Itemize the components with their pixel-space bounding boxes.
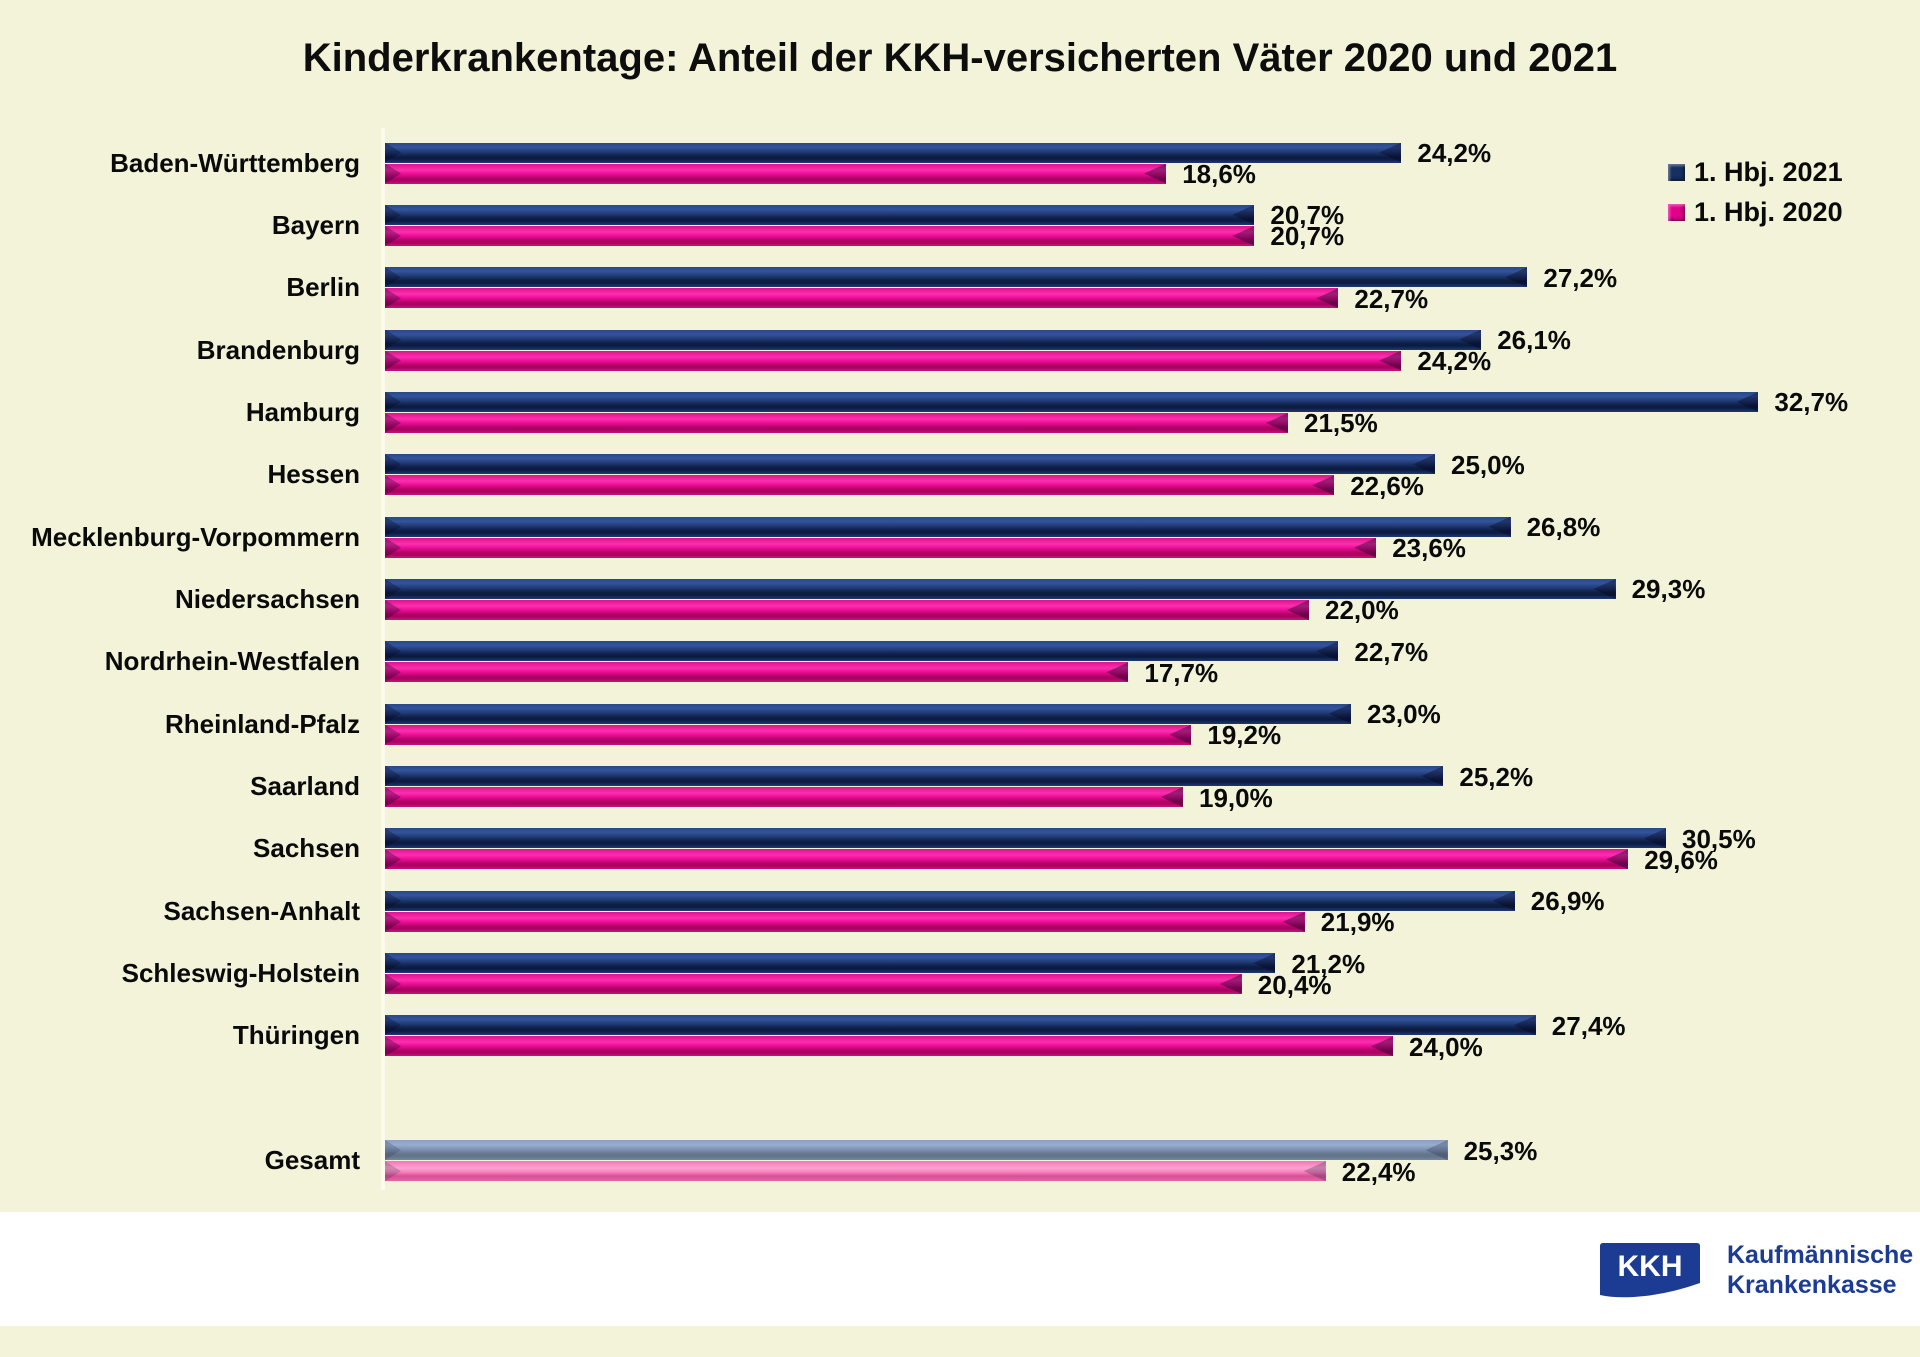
- category-label: Baden-Württemberg: [110, 147, 360, 178]
- bar-2020: [385, 849, 1629, 870]
- chart-title: Kinderkrankentage: Anteil der KKH-versic…: [302, 36, 1618, 80]
- value-label-2020: 22,0%: [1325, 595, 1399, 626]
- bar-2020: [385, 412, 1288, 433]
- bar-2020: [385, 225, 1255, 246]
- value-label-2020: 24,0%: [1409, 1031, 1483, 1062]
- bar-2021: [385, 329, 1482, 350]
- bar-2021: [385, 641, 1339, 662]
- org-name-line2: Krankenkasse: [1727, 1271, 1897, 1299]
- bar-2021: [385, 391, 1759, 412]
- value-label-2020: 21,9%: [1320, 907, 1395, 938]
- bar-2020: [385, 599, 1309, 620]
- org-name-line1: Kaufmännische: [1727, 1241, 1914, 1269]
- bar-2020: [385, 911, 1305, 932]
- value-label-2020: 18,6%: [1182, 159, 1256, 189]
- value-label-2020: 20,4%: [1257, 969, 1332, 1000]
- value-label-2021: 30,5%: [1682, 823, 1756, 854]
- bar-2021: [385, 267, 1528, 288]
- value-label-2021: 27,2%: [1543, 262, 1618, 293]
- category-label: Gesamt: [264, 1145, 360, 1176]
- bar-2021: [385, 1015, 1536, 1036]
- bar-2020: [385, 662, 1129, 683]
- category-label: Sachsen-Anhalt: [163, 895, 361, 926]
- bar-2020: [385, 475, 1335, 496]
- category-label: Schleswig-Holstein: [121, 958, 360, 989]
- category-label: Nordrhein-Westfalen: [104, 646, 360, 677]
- bar-2021: [385, 204, 1255, 225]
- value-label-2021: 26,8%: [1526, 512, 1601, 543]
- bar-2020: [385, 787, 1183, 807]
- value-label-2020: 22,6%: [1350, 470, 1424, 501]
- org-name: Kaufmännische Krankenkasse: [1727, 1240, 1913, 1300]
- kkh-logo: KKH: [1600, 1243, 1700, 1298]
- bar-2020: [385, 724, 1192, 745]
- category-label: Saarland: [250, 771, 360, 801]
- bar-2021: [385, 766, 1444, 786]
- value-label-2021: 20,7%: [1270, 200, 1345, 231]
- value-label-2020: 17,7%: [1144, 657, 1219, 688]
- bar-2021: [385, 142, 1402, 163]
- category-label: Niedersachsen: [175, 583, 360, 614]
- category-label: Hessen: [267, 459, 361, 490]
- value-label-2021: 26,1%: [1497, 325, 1571, 356]
- value-label-2021: 25,0%: [1451, 449, 1525, 480]
- bar-2020: [385, 1161, 1326, 1182]
- value-label-2021: 21,2%: [1291, 948, 1366, 979]
- bar-2021: [385, 1140, 1448, 1161]
- value-label-2021: 27,4%: [1551, 1010, 1626, 1041]
- bar-2021: [385, 890, 1515, 911]
- bottom-cream-strip: [0, 1326, 1920, 1357]
- legend-swatch-2020-icon: [1668, 203, 1685, 221]
- bar-2020: [385, 974, 1242, 995]
- category-label: Mecklenburg-Vorpommern: [31, 521, 360, 552]
- bar-2020: [385, 1036, 1393, 1057]
- kkh-logo-text: KKH: [1618, 1250, 1683, 1283]
- legend-label-2020: 1. Hbj. 2020: [1694, 196, 1843, 227]
- value-label-2020: 22,4%: [1341, 1156, 1416, 1187]
- value-label-2020: 19,2%: [1207, 720, 1282, 751]
- bar-2021: [385, 454, 1435, 475]
- value-label-2020: 21,5%: [1304, 408, 1378, 439]
- value-label-2020: 22,7%: [1354, 283, 1429, 314]
- value-label-2021: 25,2%: [1459, 761, 1534, 792]
- value-label-2020: 20,7%: [1270, 221, 1345, 252]
- value-label-2021: 24,2%: [1417, 138, 1492, 168]
- category-label: Thüringen: [232, 1020, 360, 1051]
- bar-2020: [385, 537, 1377, 558]
- bar-2021: [385, 703, 1351, 724]
- bar-2021: [385, 578, 1616, 599]
- category-label: Rheinland-Pfalz: [164, 708, 360, 739]
- category-label: Berlin: [286, 272, 360, 303]
- legend-item-2021: 1. Hbj. 2021: [1668, 156, 1843, 187]
- value-label-2020: 23,6%: [1392, 533, 1466, 564]
- bar-2020: [385, 288, 1339, 309]
- value-label-2021: 23,0%: [1367, 699, 1441, 730]
- value-label-2021: 25,3%: [1463, 1135, 1538, 1166]
- category-label: Hamburg: [245, 396, 360, 427]
- legend-label-2021: 1. Hbj. 2021: [1694, 156, 1843, 187]
- bar-2021: [385, 828, 1666, 849]
- legend-swatch-2021-icon: [1668, 163, 1685, 181]
- category-label: Brandenburg: [196, 334, 360, 365]
- value-label-2021: 29,3%: [1631, 574, 1706, 605]
- legend: 1. Hbj. 2021 1. Hbj. 2020: [1668, 156, 1843, 238]
- value-label-2020: 19,0%: [1199, 782, 1273, 813]
- value-label-2020: 29,6%: [1644, 844, 1718, 875]
- value-label-2020: 24,2%: [1417, 346, 1492, 377]
- legend-item-2020: 1. Hbj. 2020: [1668, 196, 1843, 227]
- value-label-2021: 32,7%: [1774, 387, 1849, 418]
- category-label: Sachsen: [253, 833, 360, 864]
- value-label-2021: 26,9%: [1530, 886, 1605, 917]
- bar-2020: [385, 163, 1167, 184]
- value-label-2021: 22,7%: [1354, 636, 1429, 667]
- bar-2021: [385, 953, 1276, 974]
- bar-2020: [385, 350, 1402, 371]
- y-axis-line: [381, 128, 385, 1190]
- bar-2021: [385, 516, 1511, 537]
- category-label: Bayern: [271, 209, 360, 240]
